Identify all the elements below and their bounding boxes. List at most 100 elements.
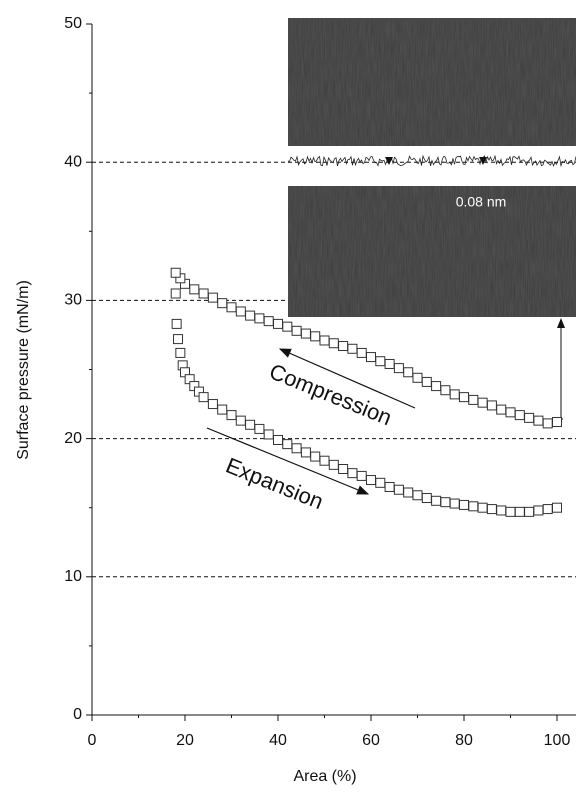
marker <box>525 507 534 516</box>
marker <box>246 311 255 320</box>
marker <box>174 335 183 344</box>
marker <box>283 440 292 449</box>
marker <box>171 268 180 277</box>
marker <box>301 448 310 457</box>
marker <box>236 307 245 316</box>
marker <box>176 348 185 357</box>
marker <box>497 405 506 414</box>
marker <box>441 498 450 507</box>
marker <box>385 359 394 368</box>
marker <box>339 342 348 351</box>
marker <box>367 353 376 362</box>
marker <box>246 420 255 429</box>
marker <box>394 364 403 373</box>
marker <box>376 478 385 487</box>
marker <box>460 393 469 402</box>
marker <box>348 344 357 353</box>
x-tick-label: 0 <box>88 732 97 749</box>
y-tick-label: 40 <box>64 153 82 170</box>
marker <box>543 505 552 514</box>
marker <box>422 377 431 386</box>
marker <box>553 503 562 512</box>
inset-label: 0.08 nm <box>456 194 507 210</box>
marker <box>487 505 496 514</box>
y-tick-label: 20 <box>64 430 82 447</box>
marker <box>534 416 543 425</box>
marker <box>274 319 283 328</box>
marker <box>292 444 301 453</box>
inset-image: 0.08 nm <box>288 18 576 317</box>
height-profile <box>288 156 576 166</box>
marker <box>469 395 478 404</box>
afm-texture <box>288 186 576 317</box>
marker <box>227 303 236 312</box>
annotation: Compression <box>266 359 396 431</box>
marker <box>208 293 217 302</box>
marker <box>190 285 199 294</box>
marker <box>199 289 208 298</box>
marker <box>218 405 227 414</box>
x-tick-label: 20 <box>176 732 194 749</box>
marker <box>339 465 348 474</box>
marker <box>255 424 264 433</box>
marker <box>255 314 264 323</box>
marker <box>227 411 236 420</box>
x-tick-label: 80 <box>455 732 473 749</box>
marker <box>320 456 329 465</box>
marker <box>311 332 320 341</box>
inset-arrow <box>561 319 563 419</box>
marker <box>497 506 506 515</box>
marker <box>460 500 469 509</box>
marker <box>422 494 431 503</box>
marker <box>283 322 292 331</box>
marker <box>311 452 320 461</box>
annotation: Expansion <box>222 453 327 515</box>
marker <box>264 317 273 326</box>
marker <box>320 336 329 345</box>
marker <box>394 485 403 494</box>
x-tick-label: 60 <box>362 732 380 749</box>
x-axis-label: Area (%) <box>293 768 356 785</box>
marker <box>348 469 357 478</box>
marker <box>264 430 273 439</box>
y-axis-label: Surface pressure (mN/m) <box>15 280 32 460</box>
marker <box>357 471 366 480</box>
marker <box>413 491 422 500</box>
x-tick-label: 40 <box>269 732 287 749</box>
y-tick-label: 50 <box>64 15 82 32</box>
marker <box>450 390 459 399</box>
marker <box>218 299 227 308</box>
marker <box>413 373 422 382</box>
marker <box>478 503 487 512</box>
marker <box>199 393 208 402</box>
marker <box>329 460 338 469</box>
marker <box>432 382 441 391</box>
marker <box>534 506 543 515</box>
y-tick-label: 0 <box>73 706 82 723</box>
marker <box>172 319 181 328</box>
marker <box>376 357 385 366</box>
marker <box>478 398 487 407</box>
marker <box>450 499 459 508</box>
marker <box>553 418 562 427</box>
marker <box>367 476 376 485</box>
marker <box>236 416 245 425</box>
marker <box>292 326 301 335</box>
marker <box>385 482 394 491</box>
marker <box>329 339 338 348</box>
marker <box>404 488 413 497</box>
y-tick-label: 30 <box>64 292 82 309</box>
marker <box>506 408 515 417</box>
marker <box>274 435 283 444</box>
marker <box>404 368 413 377</box>
afm-texture <box>288 18 576 146</box>
marker <box>357 348 366 357</box>
marker <box>432 496 441 505</box>
y-tick-label: 10 <box>64 568 82 585</box>
marker <box>441 386 450 395</box>
marker <box>525 413 534 422</box>
marker <box>506 507 515 516</box>
marker <box>171 289 180 298</box>
marker <box>301 329 310 338</box>
marker <box>515 411 524 420</box>
